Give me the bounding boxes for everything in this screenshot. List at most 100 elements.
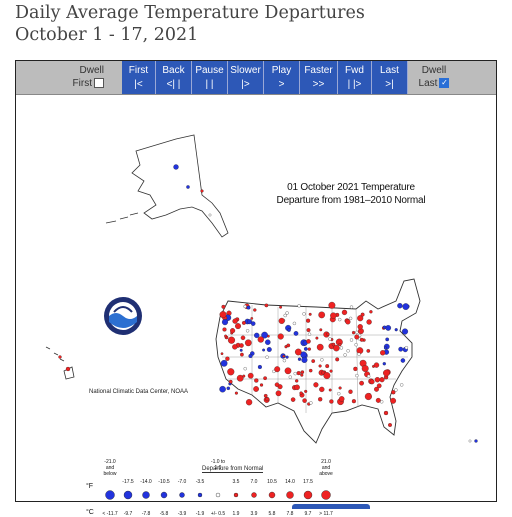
station-marker — [359, 337, 364, 342]
faster-button-label: Faster — [304, 65, 333, 76]
station-marker — [373, 362, 380, 368]
pause-button[interactable]: Pause | | — [192, 61, 228, 94]
first-button[interactable]: First |< — [122, 61, 156, 94]
dwell-last-checkbox[interactable]: ✓ — [439, 78, 450, 89]
map-graphic — [45, 134, 478, 500]
station-marker — [376, 383, 382, 389]
station-marker — [366, 349, 371, 353]
legend-title: Departure from Normal — [202, 466, 264, 473]
station-marker — [385, 337, 390, 342]
title-line-1: Daily Average Temperature Departures — [15, 3, 365, 23]
station-marker — [294, 384, 300, 391]
station-marker — [333, 344, 340, 352]
map-credit: National Climatic Data Center, NOAA — [89, 389, 189, 395]
station-marker — [357, 352, 361, 356]
legend-c-label: -7.8 — [141, 511, 151, 517]
station-marker — [401, 328, 409, 335]
station-marker — [301, 356, 308, 363]
station-marker — [338, 396, 345, 402]
station-marker — [319, 328, 323, 332]
station-marker — [382, 325, 387, 330]
back-button[interactable]: Back <| | — [156, 61, 192, 94]
first-button-label: First — [128, 65, 149, 76]
station-marker — [380, 350, 386, 356]
station-marker — [374, 386, 379, 392]
station-marker — [307, 332, 312, 336]
legend-c-label: -5.8 — [159, 511, 169, 517]
station-marker — [367, 374, 371, 378]
station-marker — [257, 364, 262, 370]
station-marker — [385, 325, 392, 331]
fwd-button[interactable]: Fwd | |> — [338, 61, 372, 94]
station-marker — [254, 332, 260, 339]
map-title: 01 October 2021 Temperature Departure fr… — [271, 181, 431, 207]
station-marker — [283, 313, 287, 318]
station-marker — [290, 397, 296, 402]
station-marker — [246, 305, 251, 310]
faster-button[interactable]: Faster >> — [300, 61, 338, 94]
station-marker — [359, 380, 364, 386]
dwell-last-control[interactable]: Dwell Last ✓ — [409, 64, 459, 90]
station-marker — [355, 373, 359, 378]
map-title-line-2: Departure from 1981–2010 Normal — [276, 195, 426, 206]
station-marker — [306, 328, 311, 333]
station-marker — [307, 347, 311, 351]
station-marker — [328, 388, 332, 392]
station-marker — [232, 318, 238, 324]
legend-f-label: -3.5 — [195, 479, 205, 485]
dwell-first-control[interactable]: Dwell First — [22, 64, 104, 90]
legend-markers — [105, 490, 331, 500]
slower-button[interactable]: Slower |> — [228, 61, 264, 94]
station-marker — [309, 401, 313, 405]
legend-f-label: 17.5 — [303, 479, 313, 485]
station-marker — [245, 329, 250, 333]
station-marker — [315, 336, 319, 340]
station-marker — [224, 334, 228, 338]
station-marker — [236, 374, 244, 382]
play-button[interactable]: Play > — [264, 61, 300, 94]
station-marker — [257, 336, 264, 343]
station-marker — [225, 356, 230, 361]
station-marker — [319, 386, 325, 393]
station-marker — [228, 379, 233, 384]
station-marker — [221, 319, 229, 326]
station-marker — [375, 397, 381, 403]
station-marker — [369, 379, 375, 385]
last-button-glyph: >| — [385, 79, 394, 90]
station-marker — [402, 303, 410, 310]
station-marker — [308, 312, 312, 316]
temperature-departure-map: 01 October 2021 Temperature Departure fr… — [16, 95, 496, 517]
legend-marker — [286, 491, 294, 499]
station-marker — [250, 317, 254, 320]
station-marker — [311, 359, 316, 363]
station-marker — [304, 389, 308, 393]
station-marker — [219, 311, 227, 319]
last-button[interactable]: Last >| — [372, 61, 408, 94]
station-marker — [274, 366, 281, 373]
station-marker — [297, 357, 302, 361]
legend-marker — [179, 492, 185, 498]
station-marker — [366, 319, 372, 325]
dwell-first-checkbox[interactable] — [94, 78, 104, 89]
station-marker — [227, 368, 235, 376]
legend-c-label: +/- 0.5 — [210, 511, 226, 517]
legend-c-label: -3.9 — [177, 511, 187, 517]
legend-c-label: 7.8 — [286, 511, 294, 517]
fwd-button-glyph: | |> — [347, 79, 362, 90]
legend-c-label: < -11.7 — [102, 511, 118, 517]
map-title-line-1: 01 October 2021 Temperature — [287, 182, 415, 193]
station-marker — [299, 391, 303, 395]
play-button-label: Play — [271, 65, 292, 76]
station-marker — [331, 342, 336, 347]
station-marker — [265, 397, 270, 402]
station-marker — [316, 343, 324, 351]
station-marker — [265, 355, 269, 359]
station-marker — [348, 316, 353, 321]
station-marker — [300, 370, 305, 374]
scroll-indicator[interactable] — [292, 504, 370, 509]
legend-c-label: -1.9 — [195, 511, 205, 517]
station-marker — [390, 397, 397, 404]
station-marker — [243, 304, 247, 309]
slower-button-label: Slower — [230, 65, 261, 76]
legend-f-unit: °F — [86, 483, 94, 490]
